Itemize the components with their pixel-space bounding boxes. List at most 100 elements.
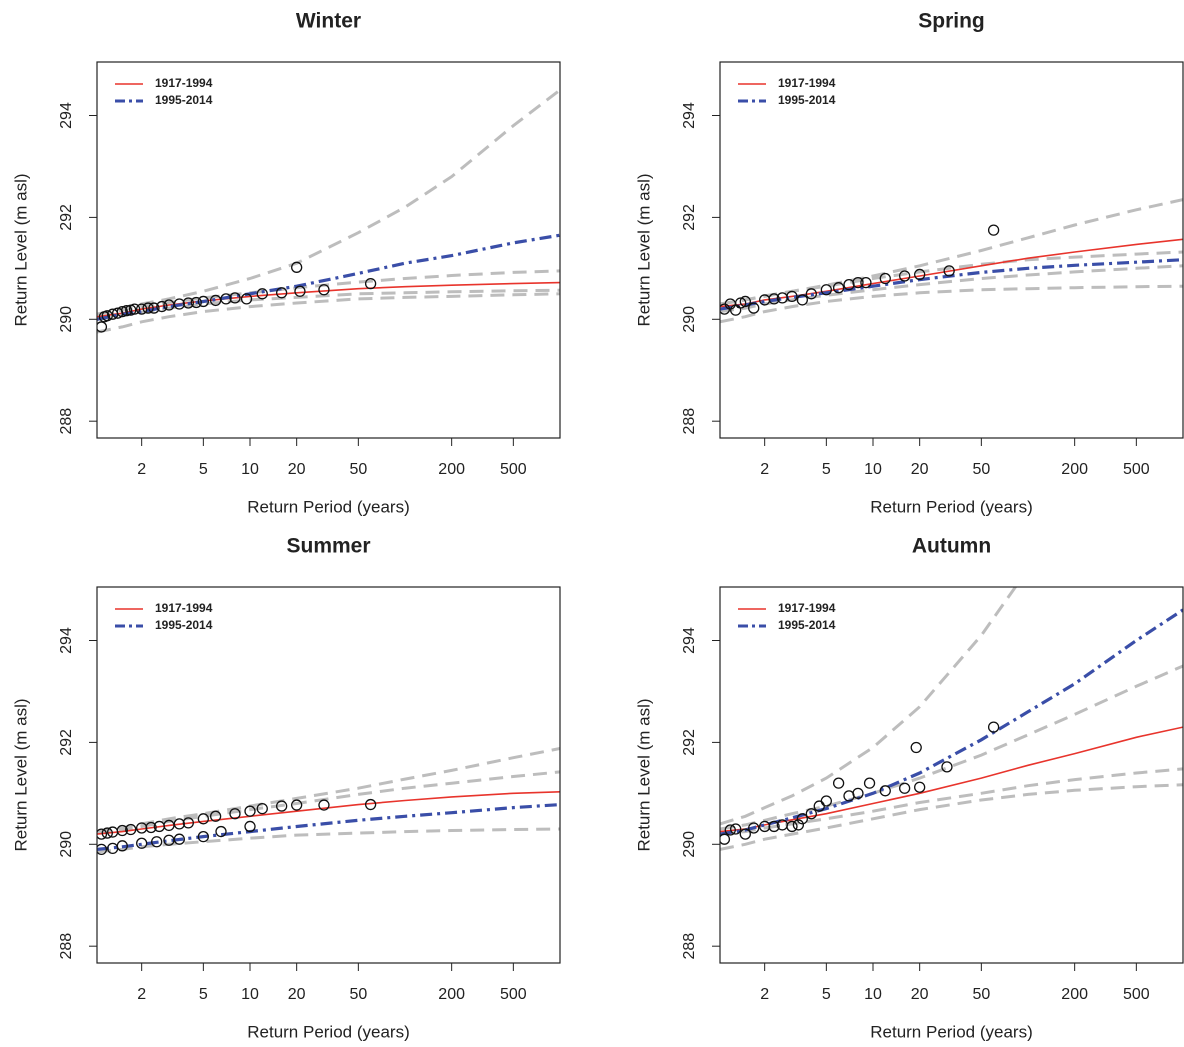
observation — [863, 777, 876, 789]
legend-label: 1995-2014 — [778, 618, 836, 632]
plot-frame — [719, 586, 1184, 964]
x-tick-label: 50 — [972, 986, 990, 1003]
plot-area — [97, 747, 560, 856]
observation — [116, 824, 128, 837]
observation — [914, 268, 926, 281]
legend-label: 1995-2014 — [155, 618, 213, 632]
y-tick-label: 294 — [681, 102, 698, 129]
observation — [739, 295, 751, 308]
y-tick-label: 294 — [681, 627, 698, 654]
confidence-line — [97, 292, 560, 334]
legend-label: 1917-1994 — [778, 76, 836, 90]
y-axis-label: Return Level (m asl) — [634, 698, 653, 851]
observation — [101, 310, 113, 322]
observation — [275, 287, 288, 299]
y-tick-label: 294 — [58, 102, 75, 129]
y-tick-label: 292 — [58, 204, 75, 231]
observation — [786, 290, 798, 303]
panel: 2 5 10 20 50 200 500 288 290 292 294 Spring Return P… — [634, 10, 1184, 516]
observation — [852, 276, 864, 289]
observation — [256, 288, 268, 300]
observation — [151, 836, 163, 848]
observation — [97, 828, 108, 840]
confidence-line — [97, 288, 560, 321]
x-tick-label: 10 — [241, 461, 259, 478]
observation — [156, 300, 168, 313]
confidence-line — [97, 88, 560, 316]
observation — [987, 224, 1000, 236]
plot-frame — [96, 61, 561, 439]
observation — [294, 285, 306, 297]
chart-title: Winter — [296, 10, 361, 33]
x-tick-label: 500 — [500, 986, 527, 1003]
x-tick-label: 20 — [911, 461, 929, 478]
legend-label: 1995-2014 — [778, 93, 836, 107]
legend-label: 1917-1994 — [155, 76, 213, 90]
observation — [220, 293, 232, 305]
observation — [910, 741, 922, 754]
observation — [116, 840, 128, 852]
x-tick-label: 500 — [500, 461, 527, 478]
observation — [182, 297, 194, 309]
x-tick-label: 50 — [349, 461, 367, 478]
confidence-line — [720, 264, 1183, 314]
observation — [244, 805, 256, 817]
observation — [148, 302, 160, 314]
x-tick-label: 20 — [288, 986, 306, 1003]
x-tick-label: 200 — [1061, 986, 1088, 1003]
observation — [898, 270, 911, 282]
x-tick-label: 5 — [822, 986, 831, 1003]
legend-label: 1917-1994 — [778, 601, 836, 615]
observation — [796, 294, 808, 306]
x-tick-label: 2 — [760, 986, 769, 1003]
x-tick-label: 10 — [864, 461, 882, 478]
observation — [136, 837, 148, 849]
observation — [852, 787, 864, 799]
y-tick-label: 292 — [681, 729, 698, 756]
observation — [318, 799, 330, 811]
fit-line — [720, 608, 1183, 836]
y-tick-label: 290 — [58, 306, 75, 333]
confidence-line — [720, 783, 1183, 851]
observation — [125, 823, 137, 836]
observation — [244, 820, 256, 833]
observation — [879, 272, 891, 285]
chart-title: Spring — [918, 10, 985, 33]
plot-area — [720, 587, 1183, 851]
x-tick-label: 200 — [438, 461, 465, 478]
x-tick-label: 2 — [137, 986, 146, 1003]
observation — [256, 802, 268, 815]
observation — [197, 830, 209, 843]
observation — [768, 820, 780, 833]
x-tick-label: 20 — [288, 461, 306, 478]
observation — [805, 808, 817, 820]
confidence-line — [720, 664, 1183, 831]
observation — [792, 819, 805, 831]
observation — [805, 288, 817, 300]
chart-title: Autumn — [912, 535, 991, 558]
observation — [116, 305, 128, 318]
observation — [943, 265, 955, 277]
legend-label: 1995-2014 — [155, 93, 213, 107]
x-tick-label: 5 — [199, 986, 208, 1003]
observation — [240, 293, 253, 305]
observation — [720, 833, 731, 845]
legend-label: 1917-1994 — [155, 601, 213, 615]
plot-area — [97, 88, 560, 334]
fit-line — [720, 726, 1183, 833]
observation — [898, 782, 911, 794]
x-tick-label: 50 — [972, 461, 990, 478]
observation — [735, 297, 747, 309]
observation — [275, 800, 288, 812]
y-axis-label: Return Level (m asl) — [634, 173, 653, 326]
y-axis-label: Return Level (m asl) — [11, 698, 30, 851]
y-tick-label: 292 — [681, 204, 698, 231]
observation — [364, 277, 377, 290]
y-tick-label: 292 — [58, 729, 75, 756]
y-tick-label: 290 — [681, 831, 698, 858]
observation — [739, 828, 751, 840]
observation — [197, 813, 209, 825]
x-axis-label: Return Period (years) — [870, 497, 1033, 516]
confidence-line — [720, 587, 1018, 826]
